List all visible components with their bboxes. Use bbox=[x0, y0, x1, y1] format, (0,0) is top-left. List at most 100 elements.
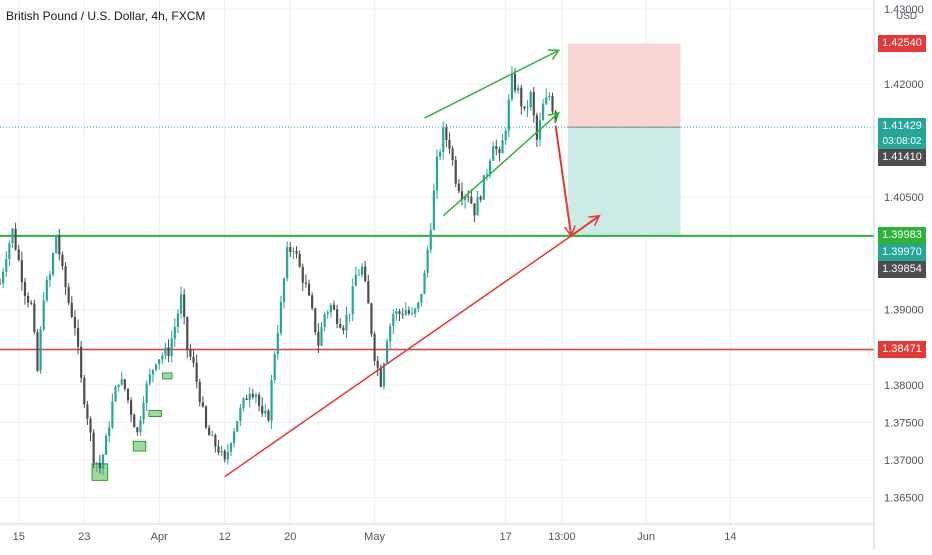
candle bbox=[164, 347, 167, 356]
candle bbox=[151, 369, 155, 375]
candle bbox=[420, 293, 423, 303]
candle bbox=[186, 317, 189, 350]
candle bbox=[392, 314, 395, 326]
candle bbox=[448, 139, 451, 149]
candle bbox=[457, 183, 460, 192]
candle bbox=[48, 274, 52, 281]
candle bbox=[282, 278, 286, 303]
candle bbox=[485, 174, 489, 176]
chart-title: British Pound / U.S. Dollar, 4h, FXCM bbox=[6, 9, 206, 23]
candle bbox=[451, 148, 454, 161]
candle bbox=[329, 305, 332, 313]
candle bbox=[33, 303, 36, 333]
candle bbox=[229, 443, 233, 452]
candle bbox=[354, 274, 357, 287]
candle bbox=[442, 127, 445, 152]
trendline bbox=[224, 235, 572, 478]
candle bbox=[345, 314, 348, 331]
candle bbox=[214, 435, 217, 447]
candle bbox=[398, 311, 401, 314]
candle bbox=[429, 229, 432, 250]
drawings bbox=[224, 49, 601, 478]
candle bbox=[211, 435, 214, 437]
price-tag: 1.42540 bbox=[878, 34, 926, 52]
candle bbox=[501, 140, 504, 154]
candle bbox=[42, 300, 45, 330]
x-tick-label: 15 bbox=[13, 531, 25, 543]
candle bbox=[95, 462, 98, 464]
horizontal-levels bbox=[0, 234, 874, 351]
price-tag: 1.38471 bbox=[878, 340, 926, 358]
candle bbox=[520, 87, 523, 107]
candle bbox=[376, 360, 379, 368]
candle bbox=[460, 191, 464, 200]
candle bbox=[67, 287, 70, 303]
x-tick-label: May bbox=[364, 531, 385, 543]
candle bbox=[370, 303, 373, 334]
candle bbox=[279, 302, 283, 334]
candle bbox=[323, 314, 326, 327]
candle bbox=[357, 274, 361, 276]
candle bbox=[176, 313, 180, 327]
candle bbox=[245, 398, 248, 400]
stop-loss-zone bbox=[568, 43, 681, 128]
candle bbox=[529, 91, 532, 108]
candle bbox=[154, 364, 158, 370]
channel-arrowhead bbox=[547, 49, 561, 60]
candle bbox=[204, 406, 208, 428]
candle bbox=[27, 296, 30, 303]
candle bbox=[5, 259, 8, 272]
candle bbox=[133, 414, 136, 428]
candle bbox=[435, 156, 439, 191]
candle bbox=[548, 95, 551, 98]
candle bbox=[242, 398, 245, 408]
candle bbox=[523, 106, 526, 109]
candle bbox=[301, 266, 304, 283]
candle bbox=[535, 115, 538, 140]
candle bbox=[142, 402, 145, 421]
candle bbox=[70, 302, 73, 318]
candle bbox=[201, 402, 204, 407]
candle bbox=[64, 265, 67, 288]
candle bbox=[226, 451, 229, 460]
demand-box bbox=[162, 372, 173, 380]
candle bbox=[2, 271, 5, 284]
candles bbox=[0, 66, 557, 476]
candle bbox=[23, 281, 27, 297]
candle bbox=[332, 305, 336, 310]
candle bbox=[476, 196, 479, 216]
candle bbox=[136, 427, 139, 433]
candle bbox=[30, 302, 33, 304]
candle bbox=[239, 407, 242, 422]
candle bbox=[8, 243, 11, 260]
candle bbox=[223, 450, 226, 460]
candle bbox=[314, 308, 317, 333]
projection-arrow bbox=[570, 214, 600, 237]
candle bbox=[286, 247, 289, 279]
candle bbox=[139, 420, 142, 433]
demand-box bbox=[148, 409, 162, 417]
candle bbox=[482, 175, 485, 200]
channel-line bbox=[442, 112, 560, 217]
candle bbox=[292, 250, 295, 252]
candle bbox=[401, 313, 404, 315]
candle bbox=[179, 294, 183, 314]
candle bbox=[551, 95, 554, 112]
candle bbox=[307, 283, 311, 296]
candle bbox=[289, 247, 292, 252]
candle bbox=[105, 435, 108, 455]
candle bbox=[264, 410, 267, 414]
candle bbox=[76, 327, 80, 347]
candle bbox=[389, 325, 392, 342]
candle bbox=[55, 235, 58, 254]
candle bbox=[342, 327, 345, 331]
candle bbox=[382, 363, 386, 387]
channel-arrowhead bbox=[547, 111, 560, 124]
candle bbox=[167, 347, 170, 357]
candle bbox=[208, 427, 211, 436]
candle bbox=[304, 282, 307, 284]
take-profit-zone bbox=[568, 127, 681, 236]
candle bbox=[464, 196, 467, 200]
